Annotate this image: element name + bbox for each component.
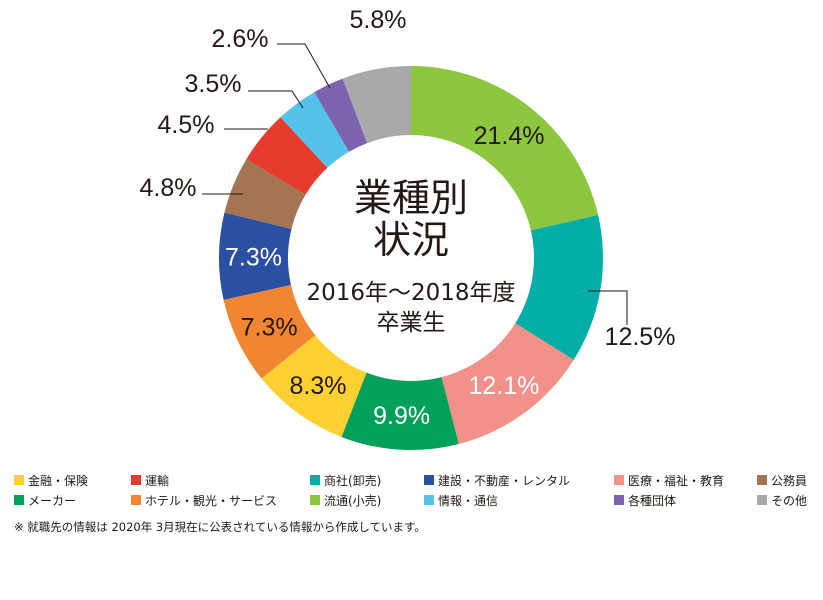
slice-label-11: 2.6% xyxy=(212,25,269,53)
slice-6 xyxy=(223,284,316,379)
legend-swatch xyxy=(614,475,624,485)
legend-item: 流通(小売) xyxy=(310,492,381,509)
legend-label: 各種団体 xyxy=(628,493,677,508)
slice-label-2: 12.5% xyxy=(605,323,676,351)
chart-title-line-1: 業種別 xyxy=(354,176,468,220)
slice-5 xyxy=(261,335,367,437)
slice-1 xyxy=(411,66,599,231)
legend-swatch xyxy=(757,495,767,505)
slice-2 xyxy=(515,214,603,360)
legend-item: 建設・不動産・レンタル xyxy=(424,472,570,489)
slice-label-1: 21.4% xyxy=(474,122,545,150)
legend-item: 公務員 xyxy=(757,472,807,489)
slice-9 xyxy=(246,117,328,195)
legend-swatch xyxy=(614,495,624,505)
legend-item: 情報・通信 xyxy=(424,492,498,509)
slice-12 xyxy=(342,66,411,144)
legend-swatch xyxy=(14,495,24,505)
slice-7 xyxy=(219,212,292,300)
legend-label: 商社(卸売) xyxy=(324,473,382,488)
legend-swatch xyxy=(131,495,141,505)
donut-chart: 21.4% 12.5% 12.1% 9.9% 8.3% 7.3% 7.3% 4.8% 4.5% 3… xyxy=(140,6,676,450)
legend-item: 各種団体 xyxy=(614,492,676,509)
slice-label-6: 7.3% xyxy=(241,313,298,341)
slice-8 xyxy=(224,159,306,229)
leader-line-11 xyxy=(277,43,331,89)
slice-4 xyxy=(341,372,459,450)
legend-item: 運輸 xyxy=(131,472,169,489)
chart-title-line-2: 状況 xyxy=(373,218,449,262)
legend-swatch xyxy=(424,475,434,485)
legend-swatch xyxy=(424,495,434,505)
legend-label: 流通(小売) xyxy=(324,493,382,508)
legend-item: 金融・保険 xyxy=(14,472,88,489)
leader-line-2 xyxy=(588,290,628,325)
legend-item: 医療・福祉・教育 xyxy=(614,472,724,489)
legend-label: 医療・福祉・教育 xyxy=(628,473,725,488)
slice-label-4: 9.9% xyxy=(373,402,430,430)
slice-11 xyxy=(314,78,368,152)
legend-label: 建設・不動産・レンタル xyxy=(438,473,571,488)
legend-swatch xyxy=(310,475,320,485)
legend-item: その他 xyxy=(757,492,807,509)
legend-label: 金融・保険 xyxy=(28,473,89,488)
legend-item: ホテル・観光・サービス xyxy=(131,492,277,509)
legend-label: 情報・通信 xyxy=(438,493,499,508)
legend-label: メーカー xyxy=(28,493,77,508)
legend: 金融・保険 運輸 商社(卸売) 建設・不動産・レンタル 医療・福祉・教育 公務員メーカー ホ… xyxy=(14,470,814,510)
slice-3 xyxy=(441,323,574,444)
legend-row-1: 金融・保険 運輸 商社(卸売) 建設・不動産・レンタル 医療・福祉・教育 公務員 xyxy=(14,470,814,490)
leader-line-10 xyxy=(248,90,304,109)
chart-subtitle-line-2: 卒業生 xyxy=(377,310,446,336)
legend-swatch xyxy=(131,475,141,485)
legend-label: その他 xyxy=(771,493,808,508)
legend-swatch xyxy=(310,495,320,505)
slice-label-7: 7.3% xyxy=(225,244,282,272)
legend-swatch xyxy=(757,475,767,485)
slice-label-10: 3.5% xyxy=(185,70,242,98)
slice-label-8: 4.8% xyxy=(140,174,197,202)
legend-label: ホテル・観光・サービス xyxy=(145,493,278,508)
legend-item: メーカー xyxy=(14,492,76,509)
legend-label: 運輸 xyxy=(145,473,170,488)
legend-row-2: メーカー ホテル・観光・サービス 流通(小売) 情報・通信 各種団体 その他 xyxy=(14,490,814,510)
slice-label-5: 8.3% xyxy=(290,372,347,400)
legend-item: 商社(卸売) xyxy=(310,472,381,489)
slice-label-9: 4.5% xyxy=(158,111,215,139)
slice-10 xyxy=(280,92,350,168)
legend-label: 公務員 xyxy=(771,473,808,488)
legend-swatch xyxy=(14,475,24,485)
slice-label-3: 12.1% xyxy=(469,372,540,400)
chart-subtitle-line-1: 2016年〜2018年度 xyxy=(306,280,515,306)
slice-label-12: 5.8% xyxy=(350,6,407,34)
footnote: ※ 就職先の情報は 2020年 3月現在に公表されている情報から作成しています。 xyxy=(14,520,426,534)
